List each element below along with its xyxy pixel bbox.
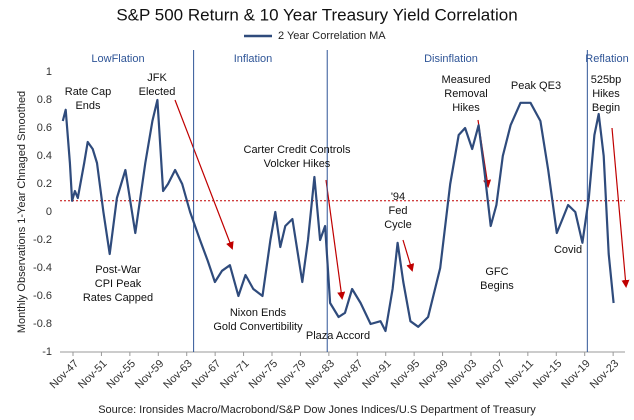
y-tick-label: -0.8 bbox=[33, 318, 52, 330]
y-tick-label: 0.4 bbox=[37, 150, 52, 162]
x-tick-label: Nov-55 bbox=[104, 358, 138, 392]
annotation-text: Ends bbox=[75, 100, 101, 112]
arrow bbox=[402, 239, 415, 272]
x-tick-label: Nov-83 bbox=[303, 358, 337, 392]
era-label: Disinflation bbox=[424, 53, 478, 65]
annotation-text: JFK bbox=[147, 72, 167, 84]
y-tick-label: -1 bbox=[42, 346, 52, 358]
x-tick-label: Nov-23 bbox=[588, 358, 622, 392]
annotation-text: CPI Peak bbox=[95, 278, 142, 290]
annotation: Post-War CPI Peak Rates Capped bbox=[83, 264, 153, 304]
annotation-text: '94 bbox=[391, 191, 405, 203]
y-tick-label: -0.2 bbox=[33, 234, 52, 246]
y-tick-label: -0.4 bbox=[33, 262, 52, 274]
annotation: Carter Credit Controls Volcker Hikes bbox=[244, 144, 351, 170]
x-tick-label: Nov-51 bbox=[76, 358, 110, 392]
x-tick-label: Nov-87 bbox=[332, 358, 366, 392]
y-axis-label: Monthly Observations 1-Year Chnaged Smoo… bbox=[16, 91, 28, 333]
y-tick-label: 1 bbox=[46, 66, 52, 78]
x-tick-label: Nov-07 bbox=[474, 358, 508, 392]
y-tick-label: 0.2 bbox=[37, 178, 52, 190]
x-tick-label: Nov-63 bbox=[161, 358, 195, 392]
y-tick-label: 0 bbox=[46, 206, 52, 218]
annotation-text: Post-War bbox=[95, 264, 141, 276]
arrow bbox=[174, 99, 234, 250]
annotation-text: Fed bbox=[389, 205, 408, 217]
arrow bbox=[611, 127, 630, 288]
era-label: LowFlation bbox=[91, 53, 144, 65]
annotation-text: Plaza Accord bbox=[306, 330, 370, 342]
annotation-text: GFC bbox=[485, 266, 508, 278]
annotation-text: Rates Capped bbox=[83, 292, 153, 304]
chart-title: S&P 500 Return & 10 Year Treasury Yield … bbox=[116, 5, 517, 24]
annotation-text: Volcker Hikes bbox=[264, 158, 331, 170]
annotation-text: Carter Credit Controls bbox=[244, 144, 351, 156]
annotation-text: Measured bbox=[442, 74, 491, 86]
series-line bbox=[61, 98, 615, 333]
annotation-text: Elected bbox=[139, 86, 176, 98]
x-tick-label: Nov-71 bbox=[218, 358, 252, 392]
annotation: Covid bbox=[554, 244, 582, 256]
x-tick-label: Nov-79 bbox=[275, 358, 309, 392]
era-label: Reflation bbox=[585, 53, 628, 65]
x-tick-label: Nov-95 bbox=[389, 358, 423, 392]
annotation-text: Begin bbox=[592, 102, 620, 114]
y-tick-label: 0.8 bbox=[37, 94, 52, 106]
annotation-text: Hikes bbox=[592, 88, 620, 100]
y-tick-label: -0.6 bbox=[33, 290, 52, 302]
x-tick-label: Nov-59 bbox=[133, 358, 167, 392]
annotation-text: Gold Convertibility bbox=[213, 321, 303, 333]
annotation-text: Removal bbox=[444, 88, 487, 100]
x-tick-label: Nov-47 bbox=[48, 358, 82, 392]
x-tick-label: Nov-03 bbox=[446, 358, 480, 392]
annotation-text: Hikes bbox=[452, 102, 480, 114]
annotation: JFK Elected bbox=[139, 72, 176, 98]
y-tick-label: 0.6 bbox=[37, 122, 52, 134]
annotation-text: Nixon Ends bbox=[230, 307, 287, 319]
annotation: Nixon Ends Gold Convertibility bbox=[213, 307, 303, 333]
legend-label: 2 Year Correlation MA bbox=[278, 30, 386, 42]
x-tick-label: Nov-15 bbox=[531, 358, 565, 392]
x-tick-label: Nov-91 bbox=[360, 358, 394, 392]
annotation: Rate Cap Ends bbox=[65, 86, 111, 112]
x-tick-label: Nov-19 bbox=[559, 358, 593, 392]
x-tick-label: Nov-99 bbox=[417, 358, 451, 392]
era-label: Inflation bbox=[234, 53, 273, 65]
annotation: GFC Begins bbox=[480, 266, 514, 292]
annotation: '94 Fed Cycle bbox=[384, 191, 412, 231]
annotation: Measured Removal Hikes bbox=[442, 74, 491, 114]
annotation-text: Begins bbox=[480, 280, 514, 292]
annotation: Peak QE3 bbox=[511, 80, 561, 92]
annotation-text: Covid bbox=[554, 244, 582, 256]
x-tick-label: Nov-75 bbox=[247, 358, 281, 392]
x-tick-label: Nov-11 bbox=[503, 358, 536, 391]
annotation-text: Rate Cap bbox=[65, 86, 111, 98]
x-tick-label: Nov-67 bbox=[190, 358, 224, 392]
annotation: 525bp Hikes Begin bbox=[591, 74, 622, 114]
source-note: Source: Ironsides Macro/Macrobond/S&P Do… bbox=[98, 404, 536, 416]
annotation-text: 525bp bbox=[591, 74, 622, 86]
annotation-text: Cycle bbox=[384, 219, 412, 231]
arrow bbox=[325, 179, 346, 300]
annotation: Plaza Accord bbox=[306, 330, 370, 342]
annotation-text: Peak QE3 bbox=[511, 80, 561, 92]
